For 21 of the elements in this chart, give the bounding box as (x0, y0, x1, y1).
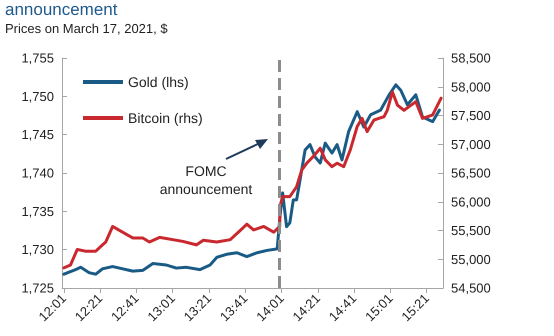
chart-title: announcement (5, 0, 118, 19)
y-tick-label: 1,750 (21, 88, 54, 104)
y2-tick-label: 57,000 (451, 136, 491, 152)
y-tick-label: 1,725 (21, 280, 54, 296)
y-tick-label: 1,730 (21, 242, 54, 258)
legend-label: Bitcoin (rhs) (128, 110, 203, 126)
y2-tick-label: 55,000 (451, 252, 491, 267)
chart-subtitle: Prices on March 17, 2021, $ (5, 21, 168, 36)
y2-tick-label: 57,500 (451, 108, 491, 123)
y-tick-label: 1,740 (21, 166, 54, 180)
y2-tick-label: 58,000 (451, 79, 491, 94)
y2-tick-label: 58,500 (451, 50, 491, 66)
y2-tick-label: 56,500 (451, 166, 491, 180)
legend-label: Gold (lhs) (128, 74, 189, 90)
y2-tick-label: 56,000 (451, 194, 491, 210)
y-tick-label: 1,755 (21, 50, 54, 66)
y2-tick-label: 55,500 (451, 223, 491, 238)
y-tick-label: 1,735 (21, 204, 54, 219)
y2-tick-label: 54,500 (451, 280, 491, 296)
y-tick-label: 1,745 (21, 127, 54, 142)
annotation: FOMC announcement (160, 163, 252, 197)
